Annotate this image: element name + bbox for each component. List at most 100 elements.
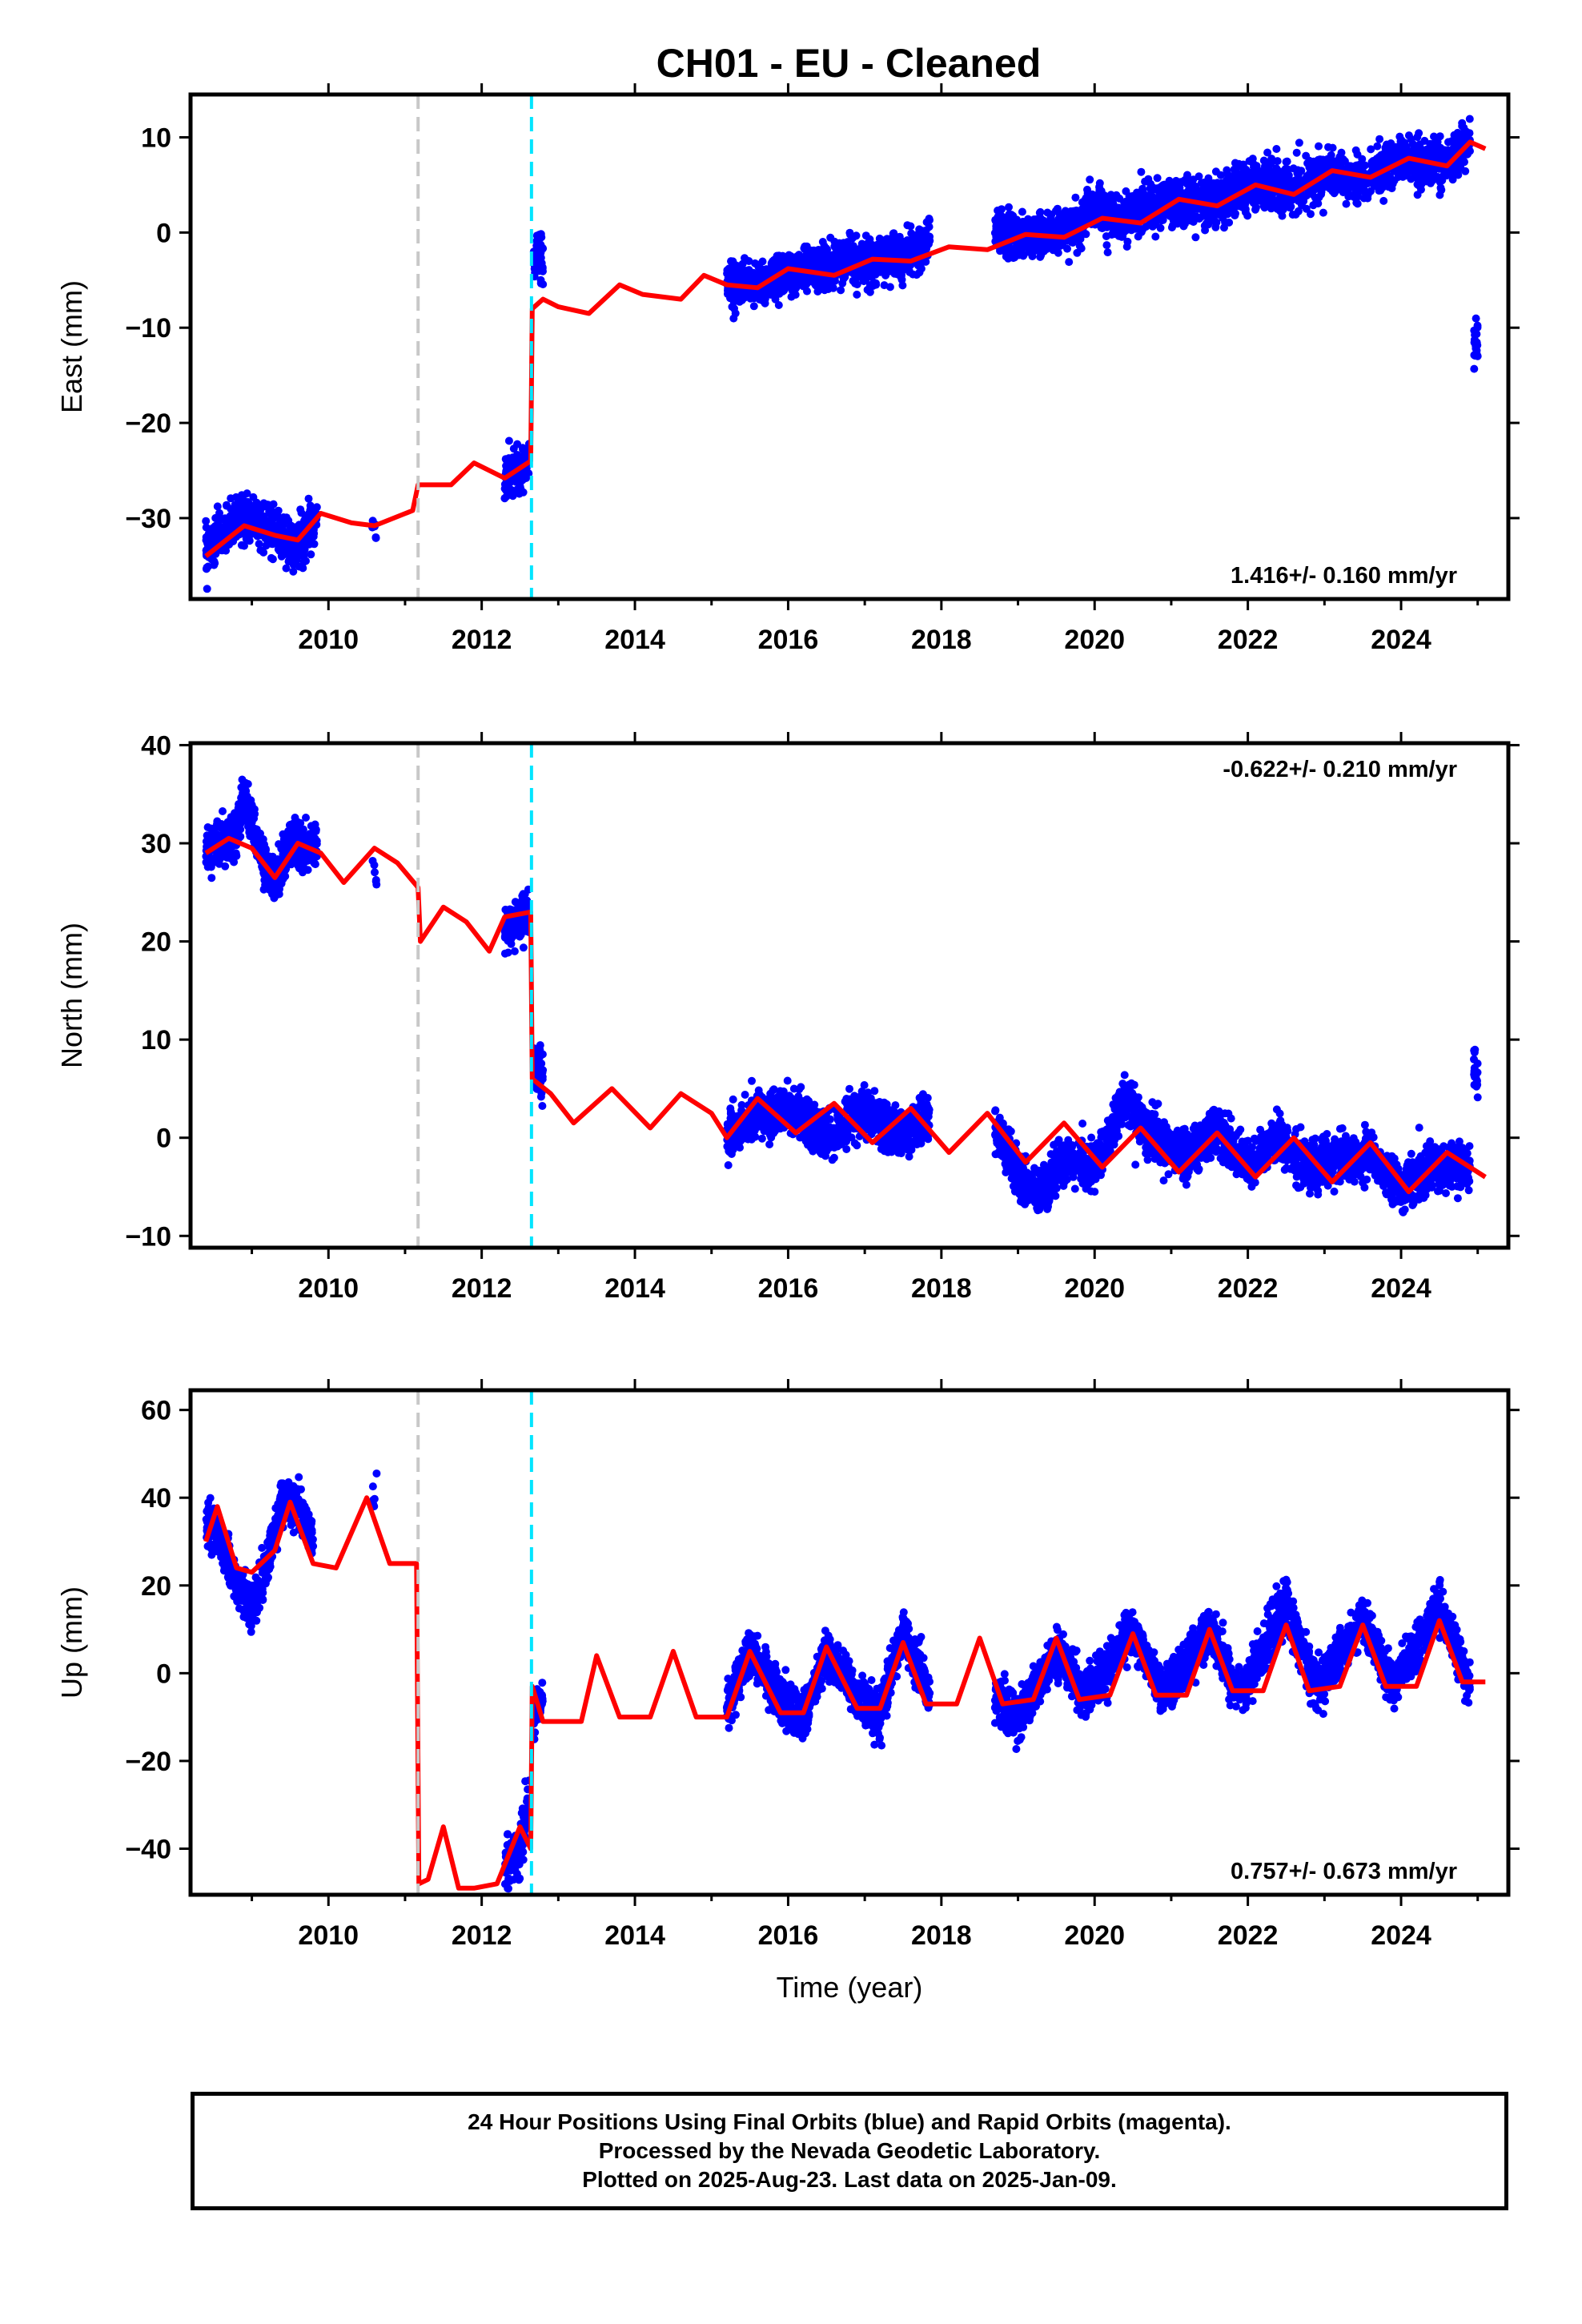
data-point bbox=[1168, 221, 1177, 230]
data-point bbox=[509, 444, 518, 453]
data-point bbox=[903, 221, 912, 230]
y-tick-label: −20 bbox=[125, 408, 171, 439]
data-point bbox=[522, 470, 531, 479]
data-point bbox=[1453, 169, 1462, 178]
data-point bbox=[730, 304, 738, 313]
data-point bbox=[1349, 191, 1358, 199]
data-point bbox=[1209, 179, 1218, 187]
data-point bbox=[279, 513, 288, 521]
data-point bbox=[1311, 193, 1319, 202]
data-point bbox=[1245, 177, 1254, 185]
data-point bbox=[1037, 251, 1046, 259]
data-point bbox=[1389, 150, 1398, 159]
data-point bbox=[536, 247, 544, 255]
data-point bbox=[289, 567, 298, 576]
data-point bbox=[1010, 253, 1019, 262]
data-point bbox=[1414, 143, 1423, 152]
data-point bbox=[1420, 136, 1429, 145]
data-point bbox=[302, 814, 310, 822]
data-point bbox=[1417, 185, 1425, 194]
data-point bbox=[1216, 179, 1225, 188]
data-point bbox=[1130, 193, 1139, 202]
data-point bbox=[1337, 148, 1346, 157]
data-point bbox=[511, 476, 520, 485]
data-point bbox=[292, 548, 301, 557]
data-point bbox=[1324, 143, 1332, 151]
data-point bbox=[1328, 187, 1337, 195]
data-point bbox=[532, 260, 540, 269]
data-point bbox=[922, 218, 931, 227]
data-point bbox=[840, 250, 849, 259]
data-point bbox=[1179, 220, 1187, 229]
data-point bbox=[203, 562, 212, 571]
data-point bbox=[1351, 146, 1360, 155]
data-point bbox=[1267, 178, 1275, 187]
data-point bbox=[921, 226, 930, 235]
data-point bbox=[274, 545, 283, 553]
data-point bbox=[1246, 168, 1254, 177]
data-point bbox=[1376, 155, 1385, 163]
data-point bbox=[508, 492, 517, 501]
data-point bbox=[758, 296, 767, 305]
data-point bbox=[1077, 244, 1086, 253]
x-tick-label: 2010 bbox=[298, 625, 359, 655]
data-point bbox=[287, 528, 295, 537]
data-point bbox=[741, 254, 749, 263]
data-point bbox=[1263, 148, 1272, 157]
data-point bbox=[1431, 174, 1439, 183]
data-point bbox=[252, 520, 261, 529]
data-point bbox=[271, 509, 280, 517]
data-point bbox=[1472, 344, 1480, 353]
data-point bbox=[1135, 206, 1144, 215]
data-point bbox=[1230, 175, 1239, 184]
data-point bbox=[916, 263, 925, 271]
data-point bbox=[1319, 208, 1327, 217]
data-point bbox=[729, 314, 738, 323]
data-point bbox=[1256, 167, 1265, 175]
data-point bbox=[267, 539, 275, 548]
data-point bbox=[779, 254, 787, 263]
data-point bbox=[897, 241, 906, 250]
plot-frame bbox=[188, 92, 1511, 601]
data-point bbox=[1102, 232, 1110, 240]
data-point bbox=[924, 234, 933, 243]
data-point bbox=[1379, 196, 1388, 205]
data-point bbox=[785, 280, 793, 289]
data-point bbox=[263, 501, 271, 509]
data-point bbox=[1268, 197, 1277, 206]
data-point bbox=[1039, 216, 1048, 225]
data-point bbox=[1470, 364, 1479, 373]
data-point bbox=[513, 485, 522, 494]
data-point bbox=[255, 540, 263, 549]
data-point bbox=[774, 301, 783, 309]
data-point bbox=[1083, 189, 1092, 198]
data-point bbox=[1065, 258, 1074, 267]
data-point bbox=[853, 280, 861, 289]
data-point bbox=[1367, 145, 1375, 154]
data-point bbox=[1095, 179, 1104, 187]
data-point bbox=[1426, 179, 1435, 187]
data-point bbox=[838, 279, 847, 287]
data-point bbox=[1304, 175, 1313, 183]
data-point bbox=[1428, 141, 1437, 149]
data-point bbox=[539, 267, 547, 275]
data-point bbox=[869, 282, 877, 290]
data-point bbox=[1069, 210, 1078, 219]
x-tick-label: 2016 bbox=[758, 625, 819, 655]
data-point bbox=[1404, 167, 1413, 176]
x-tick-label: 2022 bbox=[1218, 625, 1279, 655]
data-point bbox=[245, 537, 254, 545]
data-point bbox=[1395, 132, 1404, 141]
data-point bbox=[861, 231, 870, 240]
data-point bbox=[1156, 223, 1165, 232]
data-point bbox=[1458, 119, 1467, 127]
data-point bbox=[1102, 241, 1111, 250]
data-point bbox=[1194, 204, 1203, 213]
data-point bbox=[1436, 155, 1445, 163]
data-point bbox=[1052, 207, 1060, 215]
x-tick-label: 2018 bbox=[911, 625, 972, 655]
data-point bbox=[236, 497, 244, 505]
data-point bbox=[259, 548, 268, 557]
data-point bbox=[213, 502, 222, 511]
